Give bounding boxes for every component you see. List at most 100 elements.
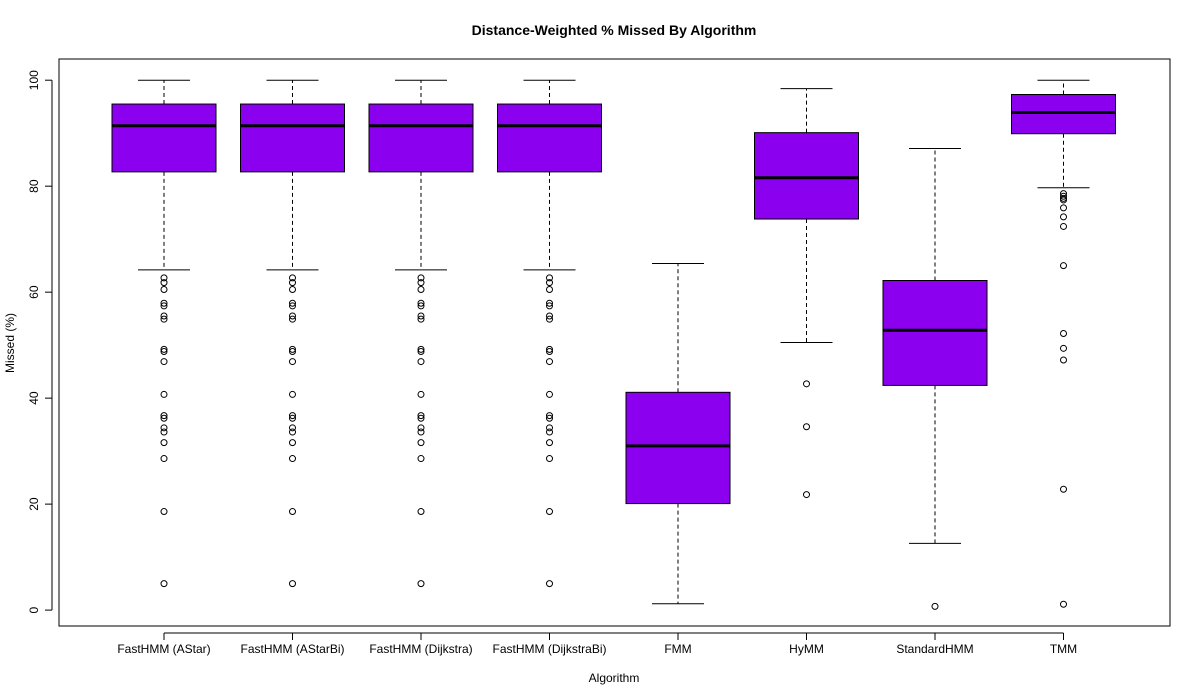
outlier-point [546,302,553,310]
outlier-point [160,358,168,366]
box-group [1011,79,1116,608]
outlier-point [931,602,939,610]
outlier-point [289,414,296,422]
outlier-point [417,312,425,320]
x-axis: FastHMM (AStar) FastHMM (AStarBi) FastHMM … [117,632,1077,656]
outlier-point [417,580,425,588]
outlier-point [417,428,425,436]
outlier-point [289,279,296,287]
outlier-point [417,302,425,310]
outlier-point [160,348,168,356]
y-tick-label: 40 [27,391,41,405]
outlier-point [289,428,296,436]
outlier-point [289,315,296,323]
box-group [882,148,988,610]
outlier-point [546,274,553,282]
outlier-point [1060,329,1067,337]
outlier-point [546,424,553,432]
x-tick-label: TMM [1050,642,1077,656]
box-iqr [240,103,345,173]
outlier-point [160,315,168,323]
box-group [754,88,859,499]
box-iqr [625,391,731,505]
box-iqr [111,103,217,173]
outlier-point [160,286,168,294]
outlier-point [1060,213,1067,221]
outlier-point [1060,344,1067,352]
outlier-point [160,580,168,588]
x-tick-label: FMM [664,642,691,656]
box-group [368,79,474,588]
outlier-point [417,299,425,307]
outlier-point [546,508,553,516]
outlier-point [417,279,425,287]
box-group [111,79,217,588]
outlier-point [546,312,553,320]
outlier-point [417,345,425,353]
plot-frame [58,58,1171,627]
outlier-point [289,412,296,420]
outlier-point [417,348,425,356]
outlier-point [546,358,553,366]
outlier-point [417,390,425,398]
outlier-point [160,299,168,307]
y-axis-label: Missed (%) [3,313,17,373]
x-axis-label: Algorithm [589,671,640,685]
x-tick-label: FastHMM (DijkstraBi) [493,642,607,656]
outlier-point [546,345,553,353]
outlier-point [289,424,296,432]
outlier-point [289,345,296,353]
outlier-point [160,455,168,463]
y-tick-label: 20 [27,497,41,511]
x-tick-label: FastHMM (Dijkstra) [369,642,472,656]
outlier-point [160,439,168,447]
outlier-point [160,412,168,420]
outlier-point [417,414,425,422]
outlier-point [1060,600,1067,608]
outlier-point [546,348,553,356]
outlier-point [1060,485,1067,493]
outlier-point [417,424,425,432]
outlier-point [417,286,425,294]
outlier-point [803,380,810,388]
outlier-point [1060,262,1067,270]
y-tick-label: 0 [27,606,41,613]
outlier-point [289,302,296,310]
outlier-point [289,299,296,307]
box-iqr [497,103,602,173]
x-tick-label: StandardHMM [896,642,973,656]
outlier-point [546,299,553,307]
outlier-point [160,390,168,398]
outlier-point [546,580,553,588]
outlier-point [803,423,810,431]
outlier-point [160,274,168,282]
outlier-point [289,274,296,282]
outlier-point [546,428,553,436]
outlier-point [546,455,553,463]
outlier-point [289,390,296,398]
x-tick-label: HyMM [789,642,824,656]
boxes-layer [111,79,1116,610]
outlier-point [1060,204,1067,212]
outlier-point [289,348,296,356]
outlier-point [546,279,553,287]
outlier-point [546,286,553,294]
y-tick-label: 100 [27,70,41,90]
box-iqr [1011,94,1116,135]
outlier-point [417,455,425,463]
outlier-point [289,286,296,294]
outlier-point [803,491,810,499]
outlier-point [289,439,296,447]
outlier-point [1060,222,1067,230]
outlier-point [417,274,425,282]
outlier-point [417,412,425,420]
box-group [240,79,345,588]
outlier-point [160,302,168,310]
box-iqr [368,103,474,173]
x-tick-label: FastHMM (AStarBi) [240,642,344,656]
outlier-point [160,414,168,422]
outlier-point [160,508,168,516]
outlier-point [417,439,425,447]
outlier-point [546,439,553,447]
